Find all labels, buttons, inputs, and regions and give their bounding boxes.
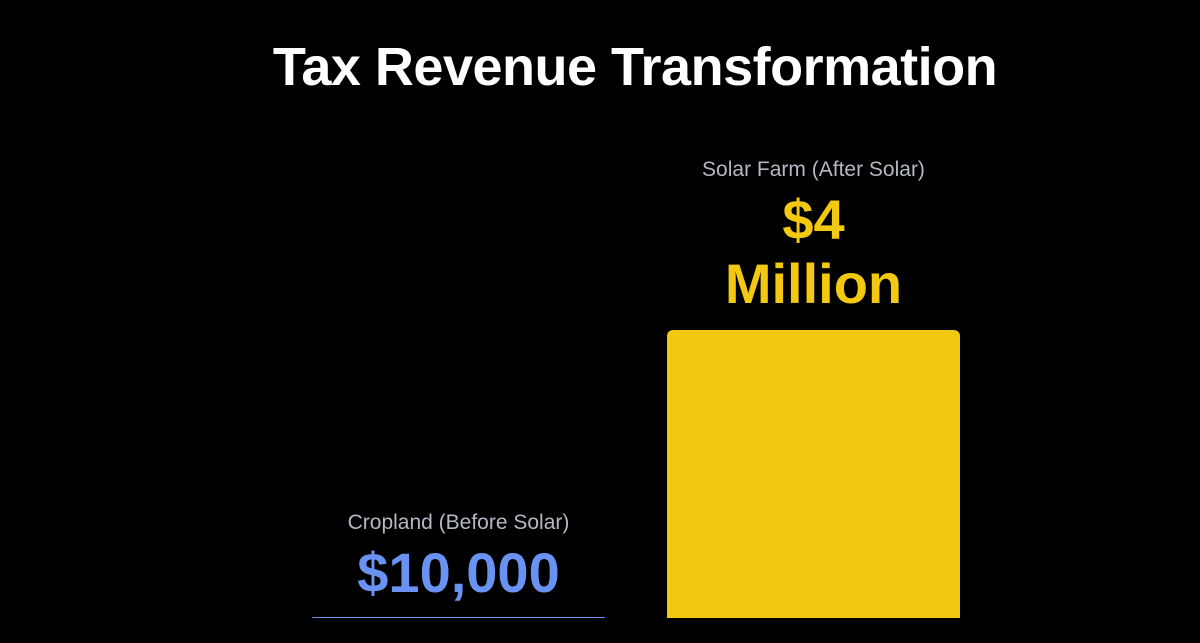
- bar-label-group: Solar Farm (After Solar) $4 Million: [667, 158, 960, 316]
- category-label: Cropland (Before Solar): [347, 511, 570, 535]
- bar: [667, 330, 960, 618]
- bar-label-group: Cropland (Before Solar) $10,000: [312, 511, 605, 605]
- value-label: $10,000: [357, 541, 560, 605]
- category-label: Solar Farm (After Solar): [702, 158, 925, 181]
- value-label: $4 Million: [724, 188, 903, 315]
- bar: [312, 617, 605, 618]
- chart-title: Tax Revenue Transformation: [272, 37, 998, 97]
